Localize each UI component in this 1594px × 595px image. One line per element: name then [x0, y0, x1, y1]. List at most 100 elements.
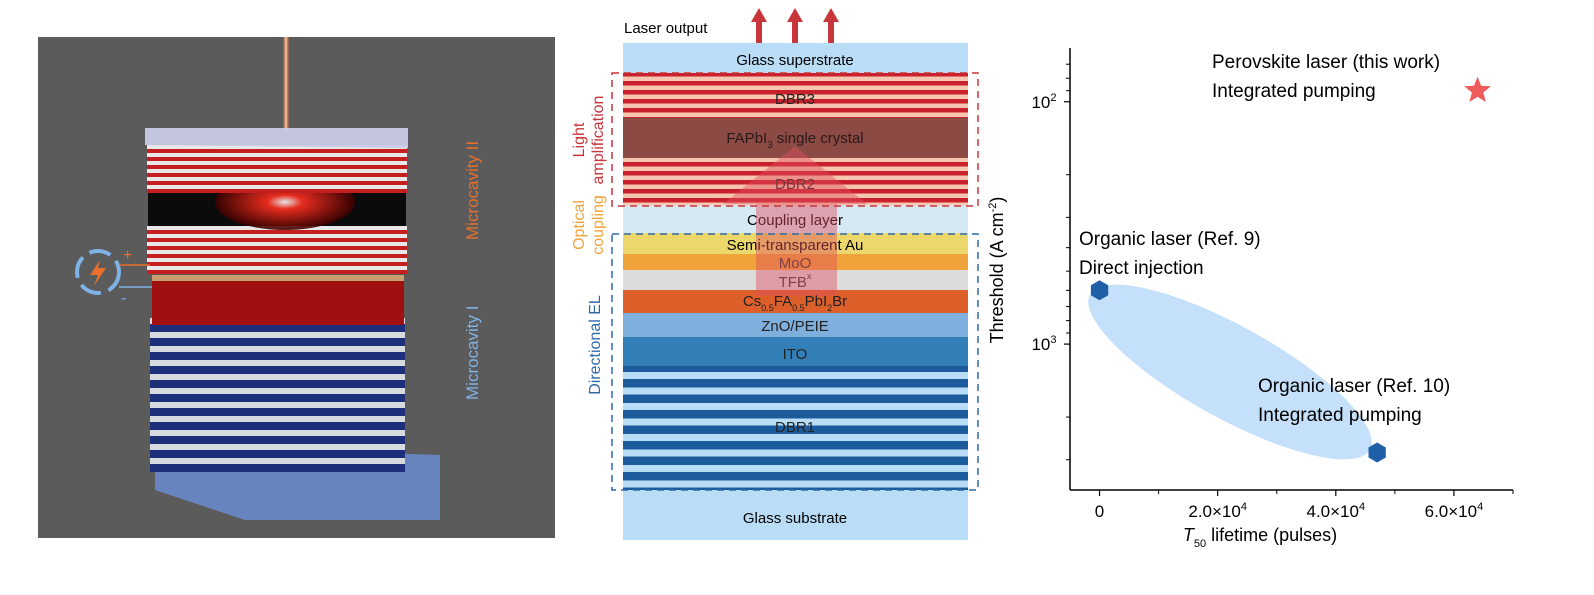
- dbr-light-layer: [150, 430, 405, 436]
- fapbi3-label: FAPbI3 single crystal: [726, 130, 863, 151]
- y-tick-label: 102: [1031, 92, 1056, 112]
- layer-schematic: Laser output Glass superstrate DBR3 FAPb…: [571, 8, 979, 540]
- data-point-annotation: Integrated pumping: [1212, 81, 1376, 102]
- dbr-red-layer: [147, 173, 407, 177]
- glass-substrate-layer: [623, 490, 968, 540]
- threshold-lifetime-chart: 0 2.0×104 4.0×104 6.0×104 102 103 Perovskite …: [987, 48, 1514, 550]
- dbr-light-layer: [150, 402, 405, 408]
- minus-sign: -: [121, 290, 126, 307]
- zno-label: ZnO/PEIE: [761, 318, 829, 335]
- coupling-layer: [623, 205, 968, 233]
- dbr-light-layer: [147, 258, 407, 262]
- dbr-light-layer: [147, 153, 407, 157]
- glass-superstrate-layer: [623, 43, 968, 73]
- dbr-dark-layer: [150, 352, 405, 360]
- dbr-red-layer: [147, 230, 407, 234]
- x-tick-label: 6.0×104: [1425, 501, 1484, 521]
- dbr1-layer: [623, 366, 968, 490]
- y-axis-label: Threshold (A cm-2): [987, 197, 1007, 344]
- dbr-dark-layer: [150, 366, 405, 374]
- microcavity-i-label: Microcavity I: [463, 306, 482, 400]
- dbr-light-layer: [147, 161, 407, 165]
- glass-superstrate-label: Glass superstrate: [736, 52, 854, 69]
- dbr3-label: DBR3: [775, 91, 815, 108]
- data-point-star: [1464, 76, 1491, 102]
- dbr-dark-layer: [150, 394, 405, 402]
- dbr-red-layer: [147, 165, 407, 169]
- dbr-dark-layer: [150, 408, 405, 416]
- microcavity-ii-label: Microcavity II: [463, 141, 482, 240]
- dbr-light-layer: [147, 145, 407, 149]
- coupling-layer-label: Coupling layer: [747, 212, 843, 229]
- dbr-dark-layer: [150, 338, 405, 346]
- dbr-dark-layer: [150, 380, 405, 388]
- dbr-light-layer: [147, 185, 407, 189]
- dbr-light-layer: [150, 458, 405, 464]
- gold-layer: [152, 275, 404, 281]
- au-label: Semi-transparent Au: [727, 237, 864, 254]
- perovskite-emitter-layer: [623, 290, 968, 313]
- dbr-light-layer: [147, 234, 407, 238]
- device-render: + - Microcavity II Microcavity I: [38, 37, 555, 538]
- dbr2-label: DBR2: [775, 176, 815, 193]
- dbr1-label: DBR1: [775, 419, 815, 436]
- y-tick-label: 103: [1031, 334, 1056, 354]
- dbr-red-layer: [147, 246, 407, 250]
- power-source-icon: [75, 249, 152, 295]
- perovskite-emitter-label: Cs0.5FA0.5PbI2Br: [743, 293, 847, 313]
- x-tick-label: 2.0×104: [1188, 501, 1247, 521]
- dbr-light-layer: [150, 374, 405, 380]
- light-amplification-label: Light amplification: [571, 96, 607, 185]
- moox-layer: [623, 254, 968, 270]
- dbr2-layer: [623, 158, 968, 205]
- dbr-red-layer: [147, 181, 407, 185]
- dbr-dark-layer: [150, 450, 405, 458]
- plus-sign: +: [123, 247, 132, 264]
- dbr-light-layer: [147, 169, 407, 173]
- laser-output-arrows: [751, 8, 839, 43]
- dbr-dark-layer: [150, 422, 405, 430]
- tfb-label: TFBx: [779, 271, 812, 291]
- ito-layer: [623, 337, 968, 366]
- dbr-light-layer: [150, 416, 405, 422]
- dbr-red-layer: [147, 149, 407, 153]
- dbr3-layer: [623, 73, 968, 118]
- x-tick-label: 0: [1095, 502, 1104, 521]
- data-point-annotation: Perovskite laser (this work): [1212, 52, 1440, 73]
- data-point-annotation: Organic laser (Ref. 9): [1079, 229, 1261, 250]
- light-amplification-box: [611, 72, 979, 207]
- data-point-hexagon: [1368, 442, 1386, 463]
- dbr-red-layer: [147, 262, 407, 266]
- dbr-red-layer: [147, 254, 407, 258]
- glass-top: [145, 128, 408, 148]
- dbr-light-layer: [150, 346, 405, 352]
- light-coupling-arrow: [723, 146, 867, 296]
- au-layer: [623, 233, 968, 254]
- dbr-dark-layer: [150, 324, 405, 332]
- dbr-red-layer: [147, 157, 407, 161]
- perovskite-layer: [152, 280, 404, 325]
- data-point-annotation: Direct injection: [1079, 258, 1204, 279]
- red-dbr3-stack: [147, 145, 407, 193]
- data-point-annotation: Integrated pumping: [1258, 405, 1422, 426]
- glass-substrate-label: Glass substrate: [743, 510, 847, 527]
- directional-el-label: Directional EL: [587, 295, 604, 395]
- data-point-hexagon: [1090, 280, 1109, 301]
- dbr-dark-layer: [150, 464, 405, 472]
- zno-layer: [623, 313, 968, 337]
- ito-label: ITO: [783, 346, 808, 363]
- laser-beam: [283, 37, 289, 132]
- laser-output-label: Laser output: [624, 20, 708, 37]
- dbr-red-layer: [147, 238, 407, 242]
- dbr-light-layer: [150, 444, 405, 450]
- x-tick-label: 4.0×104: [1306, 501, 1365, 521]
- dbr-light-layer: [147, 242, 407, 246]
- dbr-light-layer: [147, 266, 407, 270]
- dbr-red-layer: [147, 270, 407, 274]
- dbr-light-layer: [147, 250, 407, 254]
- data-point-annotation: Organic laser (Ref. 10): [1258, 376, 1450, 397]
- dbr-dark-layer: [150, 436, 405, 444]
- dbr-light-layer: [150, 360, 405, 366]
- fapbi3-layer: [623, 118, 968, 158]
